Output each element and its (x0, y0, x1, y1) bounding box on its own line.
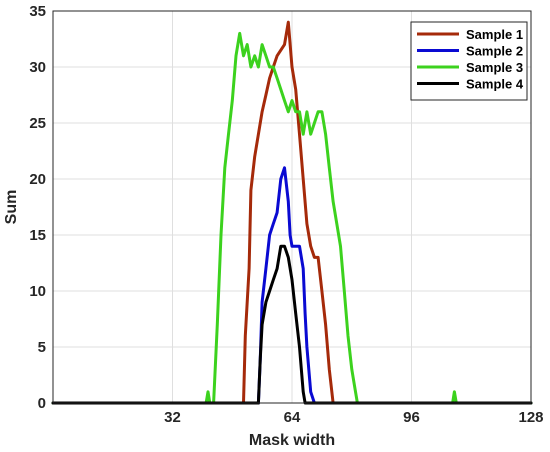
y-tick-label: 15 (29, 227, 46, 244)
series-line-1 (51, 20, 533, 405)
series-line-3 (51, 31, 533, 405)
legend-label-3: Sample 3 (466, 60, 523, 75)
y-tick-label: 20 (29, 171, 46, 188)
plot-frame (52, 10, 532, 404)
y-tick-labels: 0 5 10 15 20 25 30 35 (29, 3, 46, 412)
x-tick-label: 32 (164, 409, 181, 426)
series-line-4 (51, 244, 533, 405)
y-tick-label: 0 (38, 395, 46, 412)
y-tick-label: 35 (29, 3, 46, 20)
legend-label-4: Sample 4 (466, 77, 524, 92)
y-tick-label: 5 (38, 339, 46, 356)
x-tick-label: 128 (518, 409, 543, 426)
y-tick-label: 10 (29, 283, 46, 300)
series-line-2 (51, 166, 533, 405)
x-tick-label: 96 (403, 409, 420, 426)
y-tick-label: 30 (29, 59, 46, 76)
x-axis-label: Mask width (249, 432, 335, 449)
y-tick-label: 25 (29, 115, 46, 132)
legend-label-2: Sample 2 (466, 44, 523, 59)
x-tick-label: 64 (284, 409, 301, 426)
y-axis-label: Sum (3, 190, 20, 225)
legend-label-1: Sample 1 (466, 27, 523, 42)
x-tick-labels: 32 64 96 128 (164, 409, 543, 426)
series-lines (51, 20, 533, 405)
